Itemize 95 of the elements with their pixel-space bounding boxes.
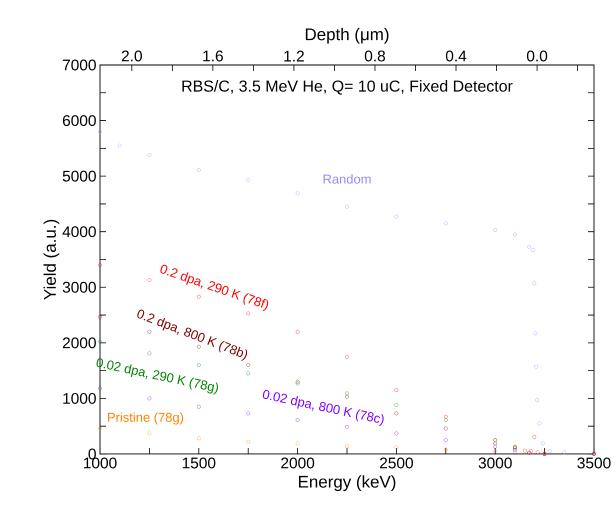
- point: [444, 438, 448, 442]
- point: [534, 364, 538, 369]
- text: 0.2 dpa, 290 K (78f): [160, 264, 268, 312]
- point: [296, 418, 300, 422]
- point: [444, 222, 448, 226]
- y-tick-label: 2000: [62, 337, 96, 348]
- point: [246, 312, 250, 316]
- text: 0.02 dpa, 290 K (78g): [96, 358, 218, 394]
- point: [98, 314, 102, 319]
- point: [345, 354, 349, 359]
- point: [345, 204, 349, 209]
- point: [98, 386, 102, 390]
- x-tick-label: 3000: [478, 458, 512, 468]
- point: [394, 432, 398, 436]
- point: [538, 422, 542, 426]
- point: [493, 449, 498, 454]
- point: [394, 445, 398, 450]
- point: [394, 412, 398, 416]
- point: [530, 248, 535, 252]
- point: [246, 372, 250, 376]
- y-tick-label: 3000: [62, 282, 96, 293]
- point: [522, 448, 527, 453]
- point: [148, 432, 152, 436]
- x2-tick-label: 0.8: [364, 50, 386, 62]
- x2-tick-label: 0.4: [446, 50, 466, 62]
- point: [533, 332, 538, 336]
- x-tick-label: 1500: [182, 458, 216, 468]
- point: [246, 412, 250, 416]
- point: [196, 404, 201, 409]
- point: [118, 144, 122, 148]
- point: [493, 442, 498, 446]
- point: [246, 440, 250, 444]
- point: [296, 191, 300, 196]
- point: [296, 330, 300, 334]
- point: [98, 340, 102, 344]
- y-tick-label: 7000: [62, 60, 96, 70]
- point: [444, 418, 448, 422]
- text: RBS/C, 3.5 MeV He, Q= 10 uC, Fixed Detector: [182, 80, 513, 95]
- point: [345, 424, 349, 429]
- text: 0.02 dpa, 800 K (78c): [262, 390, 384, 426]
- point: [513, 232, 517, 236]
- point: [98, 426, 102, 430]
- point: [345, 394, 349, 399]
- point: [394, 403, 398, 407]
- point: [196, 436, 201, 440]
- point: [246, 178, 250, 182]
- y-tick-label: 6000: [62, 115, 96, 126]
- series-label: Pristine (78g): [108, 412, 184, 424]
- point: [536, 450, 540, 454]
- point: [196, 294, 201, 299]
- point: [345, 392, 349, 396]
- x-tick-label: 3500: [577, 458, 611, 468]
- text: 0.2 dpa, 800 K (78b): [137, 310, 248, 361]
- point: [296, 442, 300, 446]
- point: [532, 282, 536, 286]
- x-tick-label: 2500: [380, 458, 413, 468]
- point: [98, 130, 102, 134]
- x2-tick-label: 0.0: [526, 50, 548, 62]
- x-tick-label: 1000: [84, 458, 117, 468]
- point: [196, 344, 201, 349]
- x-axis-title: Energy (keV): [298, 475, 396, 492]
- point: [444, 414, 448, 419]
- point: [246, 363, 250, 367]
- point: [148, 153, 152, 157]
- point: [394, 388, 398, 392]
- x2-axis-title: Depth (μm): [306, 28, 388, 44]
- y-tick-label: 1000: [63, 392, 96, 404]
- point: [562, 450, 566, 454]
- x2-tick-label: 2.0: [122, 50, 142, 62]
- point: [148, 352, 152, 356]
- point: [196, 168, 201, 172]
- point: [148, 396, 152, 400]
- point: [527, 244, 532, 249]
- y-tick-label: 4000: [62, 226, 96, 238]
- point: [535, 398, 539, 402]
- text: Random: [324, 174, 371, 184]
- point: [493, 444, 498, 449]
- point: [444, 426, 448, 430]
- x2-tick-label: 1.6: [203, 50, 223, 62]
- y-tick-label: 0: [88, 448, 96, 460]
- y-tick-label: 5000: [62, 170, 96, 182]
- point: [148, 330, 152, 334]
- point: [345, 444, 349, 448]
- point: [98, 263, 102, 267]
- point: [532, 434, 536, 439]
- point: [444, 448, 448, 452]
- point: [540, 442, 545, 446]
- y-axis-title: Yield (a.u.): [44, 220, 60, 300]
- x-tick-label: 2000: [281, 458, 314, 468]
- point: [493, 228, 498, 232]
- point: [148, 278, 152, 282]
- x2-tick-label: 1.2: [284, 50, 304, 62]
- point: [196, 363, 201, 367]
- point: [394, 214, 398, 219]
- point: [548, 449, 552, 454]
